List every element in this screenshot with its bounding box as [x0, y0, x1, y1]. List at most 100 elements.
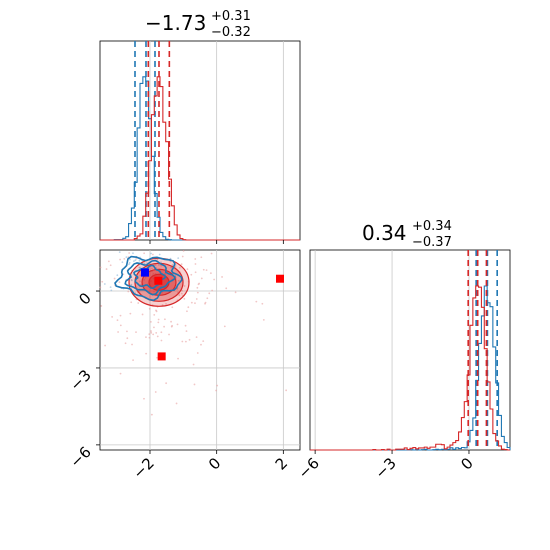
scatter-point [117, 331, 120, 333]
scatter-point [131, 343, 133, 346]
scatter-point [194, 263, 197, 265]
panel-param2-hist: −6 −3 0 [295, 249, 511, 482]
contour-blue-1 [124, 259, 176, 296]
scatter-point [234, 291, 237, 294]
title-param1: −1.73 +0.31 −0.32 [145, 9, 251, 40]
scatter-point [149, 320, 152, 323]
ytick-label-param2: −6 [66, 443, 94, 471]
scatter-point [128, 252, 131, 254]
scatter-point [130, 278, 133, 281]
scatter-point [139, 280, 141, 283]
title-param2: 0.34 +0.34 −0.37 [362, 219, 452, 250]
contour-blue-2 [133, 264, 167, 290]
scatter-point [213, 278, 216, 281]
panel-param1-hist-series [100, 41, 300, 241]
scatter-point [132, 252, 134, 255]
scatter-point [119, 372, 122, 375]
scatter-point [153, 313, 156, 316]
panel-param1-hist-frame [99, 40, 301, 241]
panel-2d-grid [100, 250, 300, 450]
scatter-point [154, 391, 157, 393]
marker-extra-1 [157, 352, 166, 361]
scatter-point [182, 249, 185, 252]
scatter-point [138, 259, 141, 262]
scatter-point [285, 389, 288, 392]
scatter-point [150, 331, 153, 334]
scatter-point [148, 336, 151, 339]
scatter-point [150, 252, 152, 255]
scatter-point [134, 259, 137, 262]
scatter-point [124, 342, 127, 345]
title-param2-minus: −0.37 [412, 235, 452, 250]
scatter-point [168, 333, 170, 336]
scatter-point [202, 268, 205, 271]
scatter-point [103, 283, 106, 285]
xtick-label-param1: −2 [129, 454, 157, 482]
scatter-point [126, 337, 129, 340]
scatter-point [181, 289, 184, 292]
contour-blue-0 [114, 255, 183, 302]
scatter-point [178, 294, 181, 297]
scatter-point [139, 274, 142, 277]
scatter-point [157, 321, 160, 324]
scatter-point [157, 263, 160, 266]
scatter-point [177, 357, 179, 360]
scatter-point [156, 258, 159, 261]
scatter-point [153, 290, 155, 293]
scatter-point [109, 264, 112, 267]
scatter-point [143, 262, 146, 265]
scatter-point [144, 276, 147, 279]
title-param1-median: −1.73 [145, 11, 206, 35]
scatter-point [128, 263, 130, 266]
scatter-point [184, 324, 187, 327]
scatter-point [200, 256, 203, 259]
scatter-point [196, 286, 199, 289]
title-param1-plus: +0.31 [211, 9, 251, 24]
scatter-point [170, 320, 172, 323]
scatter-point [99, 286, 102, 289]
scatter-point [109, 286, 112, 288]
scatter-point [155, 310, 158, 313]
panel-2d-frame [99, 249, 301, 451]
panel-param2-hist-series [310, 250, 511, 451]
scatter-point [163, 318, 166, 321]
scatter-point [150, 330, 152, 332]
scatter-point [145, 336, 147, 338]
scatter-point [99, 266, 102, 269]
panel-param2-hist-ticks: −6 −3 0 [295, 450, 477, 482]
scatter-point [132, 359, 134, 361]
scatter-point [119, 324, 122, 327]
title-param1-minus: −0.32 [211, 25, 251, 40]
scatter-point [116, 274, 119, 277]
title-param2-median: 0.34 [362, 221, 407, 245]
scatter-point [156, 335, 159, 338]
scatter-point [208, 292, 211, 295]
scatter-point [132, 260, 135, 263]
marker-extra-0 [276, 274, 284, 283]
panel-param2-hist-grid [314, 250, 470, 450]
panel-param1-hist-grid [149, 41, 284, 240]
scatter-point [104, 344, 106, 347]
scatter-point [186, 268, 189, 271]
scatter-point [143, 278, 146, 281]
scatter-point [194, 258, 197, 260]
scatter-point [107, 260, 110, 263]
scatter-point [127, 290, 130, 293]
scatter-point [164, 273, 166, 275]
scatter-point [180, 263, 183, 266]
scatter-point [225, 287, 228, 290]
scatter-point [126, 330, 128, 333]
scatter-point [148, 333, 151, 336]
scatter-point [128, 261, 131, 264]
scatter-point [255, 300, 258, 303]
marker-series-1 [154, 276, 163, 285]
scatter-point [143, 252, 146, 255]
title-param2-plus: +0.34 [412, 219, 452, 234]
scatter-point [170, 266, 173, 269]
hist-param2-series-0 [310, 285, 511, 451]
scatter-point [152, 272, 155, 275]
scatter-point [190, 273, 193, 276]
scatter-point [152, 333, 155, 336]
scatter-point [157, 318, 160, 321]
scatter-point [181, 255, 184, 258]
